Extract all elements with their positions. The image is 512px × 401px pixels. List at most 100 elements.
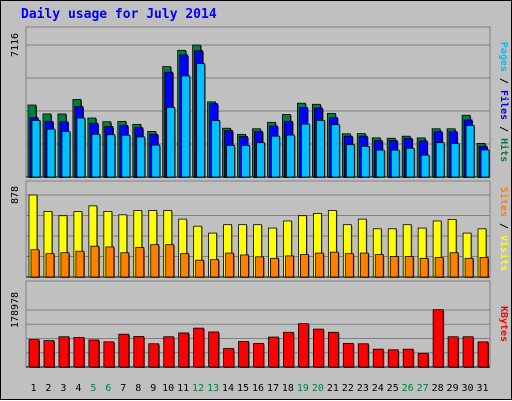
bar-kbytes: [178, 332, 190, 368]
bar-pages: [360, 145, 370, 178]
legend-separator: /: [498, 120, 509, 138]
x-tick-label: 18: [282, 383, 294, 394]
bar-sites: [165, 244, 175, 278]
x-tick-label: 17: [267, 383, 279, 394]
bar-kbytes: [88, 339, 100, 368]
x-tick-label: 13: [207, 383, 219, 394]
bar-kbytes: [357, 343, 369, 368]
bar-sites: [479, 256, 489, 278]
bar-kbytes: [103, 341, 115, 368]
bar-pages: [196, 63, 206, 178]
bar-sites: [30, 249, 40, 278]
x-tick-label: 29: [447, 383, 459, 394]
x-tick-label: 14: [222, 383, 234, 394]
bar-pages: [271, 135, 280, 178]
bar-pages: [91, 133, 101, 178]
bar-sites: [434, 256, 444, 278]
bar-sites: [329, 251, 339, 278]
bar-kbytes: [477, 341, 489, 368]
bar-kbytes: [372, 348, 384, 368]
bar-pages: [420, 154, 430, 178]
bar-pages: [345, 144, 355, 178]
x-tick-label: 16: [252, 383, 264, 394]
x-tick-label: 28: [432, 383, 444, 394]
bar-pages: [61, 131, 71, 178]
bar-pages: [106, 134, 116, 178]
bar-kbytes: [133, 336, 145, 368]
bar-kbytes: [342, 343, 354, 368]
x-tick-label: 23: [357, 383, 369, 394]
bar-pages: [390, 149, 400, 178]
bar-sites: [449, 252, 459, 278]
bar-pages: [450, 143, 460, 178]
bar-pages: [31, 120, 41, 178]
x-tick-label: 5: [90, 383, 96, 394]
bar-kbytes: [238, 341, 249, 368]
bar-sites: [270, 257, 279, 278]
bar-sites: [255, 256, 264, 278]
x-tick-label: 10: [162, 383, 174, 394]
legend-pages: Pages: [498, 42, 509, 72]
legend-visits: Visits: [498, 235, 510, 271]
bar-pages: [330, 124, 340, 178]
bar-pages: [46, 128, 56, 178]
bar-sites: [285, 255, 294, 278]
legend-separator: /: [498, 217, 509, 235]
bar-pages: [405, 147, 415, 178]
legend-files: Files: [498, 90, 510, 120]
bar-sites: [180, 253, 190, 278]
bar-pages: [166, 107, 176, 178]
bar-pages: [121, 134, 131, 178]
bar-pages: [241, 145, 250, 178]
x-tick-label: 15: [237, 383, 249, 394]
bar-pages: [136, 136, 146, 178]
bar-kbytes: [58, 336, 70, 368]
x-tick-label: 6: [105, 383, 111, 394]
bar-pages: [211, 120, 221, 178]
bar-pages: [76, 117, 86, 178]
panel-visits-legend: Sites / Visits: [498, 187, 510, 271]
bar-pages: [465, 125, 475, 178]
legend-kbytes: KBytes: [498, 306, 509, 342]
x-tick-label: 25: [387, 383, 399, 394]
bar-sites: [464, 257, 474, 278]
bar-kbytes: [73, 336, 85, 368]
legend-separator: /: [498, 72, 509, 90]
bar-kbytes: [223, 348, 234, 368]
bar-sites: [314, 252, 324, 278]
bar-kbytes: [208, 331, 220, 368]
x-tick-label: 8: [135, 383, 141, 394]
x-tick-label: 31: [476, 383, 488, 394]
bar-pages: [226, 145, 235, 178]
bar-kbytes: [312, 328, 324, 368]
bar-pages: [256, 142, 265, 178]
x-tick-label: 9: [150, 383, 156, 394]
bar-kbytes: [298, 323, 309, 368]
x-tick-label: 1: [30, 383, 36, 394]
bar-kbytes: [148, 343, 160, 368]
bar-kbytes: [193, 327, 205, 368]
bar-kbytes: [447, 336, 459, 368]
bar-kbytes: [118, 333, 130, 368]
bar-kbytes: [43, 340, 55, 368]
bar-kbytes: [417, 352, 429, 368]
bar-sites: [225, 252, 234, 278]
panel-hits-legend: Pages / Files / Hits: [498, 42, 510, 162]
x-tick-label: 7: [120, 383, 126, 394]
x-tick-label: 3: [60, 383, 66, 394]
bar-kbytes: [387, 349, 399, 368]
bar-sites: [359, 252, 369, 278]
x-tick-label: 12: [192, 383, 204, 394]
x-tick-label: 2: [45, 383, 51, 394]
bar-sites: [240, 254, 249, 278]
x-tick-label: 26: [402, 383, 414, 394]
bar-pages: [435, 142, 445, 178]
legend-sites: Sites: [498, 187, 510, 217]
bar-pages: [315, 120, 325, 178]
bar-sites: [105, 246, 115, 278]
bar-sites: [344, 253, 354, 278]
bar-sites: [374, 254, 384, 278]
bar-sites: [150, 244, 160, 278]
bar-kbytes: [432, 309, 444, 368]
